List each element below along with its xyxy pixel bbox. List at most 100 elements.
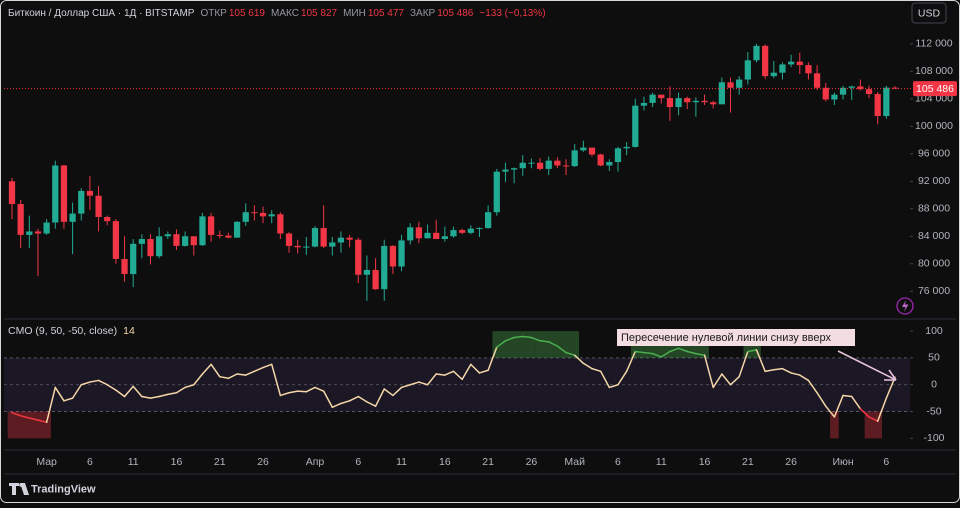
x-tick-label: 21 bbox=[482, 456, 494, 468]
x-tick-label: 6 bbox=[883, 456, 889, 468]
high-label: МАКС bbox=[271, 8, 299, 19]
candle-body bbox=[398, 240, 405, 267]
candle-body bbox=[355, 239, 362, 275]
candle-body bbox=[684, 98, 691, 103]
cmo-line-segment bbox=[781, 367, 792, 374]
candle-body bbox=[78, 190, 85, 214]
annotation-box bbox=[617, 329, 855, 346]
candle-body bbox=[112, 221, 119, 259]
y-tick-label: -100 bbox=[923, 432, 944, 444]
x-tick-label: 21 bbox=[742, 456, 754, 468]
overbought-highlight bbox=[553, 331, 562, 358]
cmo-line-segment bbox=[695, 352, 706, 356]
footer-brand[interactable]: TradingView bbox=[31, 483, 96, 495]
candle-body bbox=[476, 228, 483, 230]
cmo-line-segment bbox=[63, 397, 74, 402]
candle-body bbox=[510, 168, 518, 170]
cmo-line-segment bbox=[651, 352, 663, 358]
candle-body bbox=[8, 181, 16, 204]
candle-body bbox=[640, 102, 648, 106]
candle-body bbox=[320, 228, 327, 247]
candle-body bbox=[588, 147, 596, 155]
candle-body bbox=[710, 102, 717, 105]
candle-body bbox=[251, 212, 258, 214]
cmo-line-segment bbox=[80, 381, 91, 386]
candle-body bbox=[805, 65, 812, 74]
candle-body bbox=[788, 61, 795, 65]
candle-body bbox=[692, 100, 700, 103]
cmo-line-segment bbox=[435, 373, 446, 376]
candle-body bbox=[173, 234, 180, 246]
y-tick-label: 0 bbox=[931, 379, 937, 391]
candle-body bbox=[441, 236, 448, 240]
candle-body bbox=[450, 230, 457, 237]
cmo-line-segment bbox=[868, 416, 879, 422]
footer: TradingView bbox=[9, 483, 96, 495]
x-tick-label: 6 bbox=[615, 456, 621, 468]
candle-body bbox=[554, 160, 561, 166]
cmo-line-segment bbox=[357, 395, 368, 403]
cmo-line-segment bbox=[115, 389, 126, 398]
candle-body bbox=[156, 236, 163, 257]
low-value: 105 477 bbox=[368, 8, 405, 19]
candle-body bbox=[779, 64, 786, 73]
high-value: 105 827 bbox=[301, 8, 338, 19]
overbought-highlight bbox=[518, 331, 528, 358]
x-tick-label: 16 bbox=[439, 456, 451, 468]
candle-body bbox=[623, 146, 630, 149]
alert-bolt bbox=[902, 300, 909, 312]
candle-body bbox=[597, 154, 604, 166]
candle-body bbox=[207, 216, 215, 235]
candle-body bbox=[848, 86, 855, 88]
cmo-line-segment bbox=[807, 379, 818, 394]
oversold-highlight bbox=[24, 411, 34, 439]
logo-dot bbox=[19, 483, 23, 487]
candle-body bbox=[52, 165, 59, 223]
x-tick-label: 26 bbox=[785, 456, 797, 468]
cmo-line-segment bbox=[279, 392, 290, 397]
annotation-text: Пересечение нулевой линии снизу вверх bbox=[621, 332, 832, 344]
cmo-line-segment bbox=[383, 388, 394, 397]
cmo-line-segment bbox=[686, 350, 697, 355]
cmo-line-segment bbox=[487, 346, 498, 372]
candle-body bbox=[883, 87, 890, 116]
cmo-line-segment bbox=[141, 395, 152, 399]
oversold-highlight bbox=[864, 411, 874, 439]
candle-body bbox=[839, 87, 847, 95]
x-tick-label: Мар bbox=[36, 456, 57, 468]
cmo-line-segment bbox=[348, 395, 360, 402]
candle-body bbox=[60, 165, 68, 222]
x-tick-label: 26 bbox=[526, 456, 538, 468]
y-tick-label: 80 000 bbox=[918, 258, 950, 270]
symbol: Биткоин / Доллар США · 1Д · BITSTAMP bbox=[8, 8, 195, 19]
oversold-highlight bbox=[42, 411, 51, 439]
cmo-line-segment bbox=[539, 340, 550, 343]
cmo-line-segment bbox=[409, 381, 420, 386]
currency-button[interactable] bbox=[911, 2, 947, 24]
candle-body bbox=[26, 231, 33, 235]
cmo-line-segment bbox=[712, 373, 723, 389]
candle-body bbox=[381, 245, 388, 290]
alert-icon[interactable] bbox=[896, 297, 914, 315]
candle-body bbox=[632, 105, 639, 147]
candle-body bbox=[701, 100, 708, 103]
currency-label[interactable]: USD bbox=[918, 7, 941, 19]
x-tick-label: 16 bbox=[699, 456, 711, 468]
candle-body bbox=[649, 94, 656, 103]
candle-body bbox=[259, 212, 267, 217]
candle-body bbox=[744, 60, 751, 80]
candle-body bbox=[424, 232, 431, 239]
cmo-line-segment bbox=[859, 408, 870, 418]
y-tick-label: 84 000 bbox=[918, 230, 950, 242]
cmo-line-segment bbox=[89, 379, 100, 383]
overbought-highlight bbox=[535, 331, 545, 358]
candle-body bbox=[857, 86, 864, 90]
cmo-line-segment bbox=[773, 367, 784, 371]
cmo-line-segment bbox=[608, 383, 619, 389]
candle-body bbox=[277, 214, 284, 234]
y-tick-label: 88 000 bbox=[918, 203, 950, 215]
candle-body bbox=[190, 236, 197, 246]
cmo-line-segment bbox=[374, 388, 385, 407]
cmo-line-segment bbox=[591, 367, 602, 373]
